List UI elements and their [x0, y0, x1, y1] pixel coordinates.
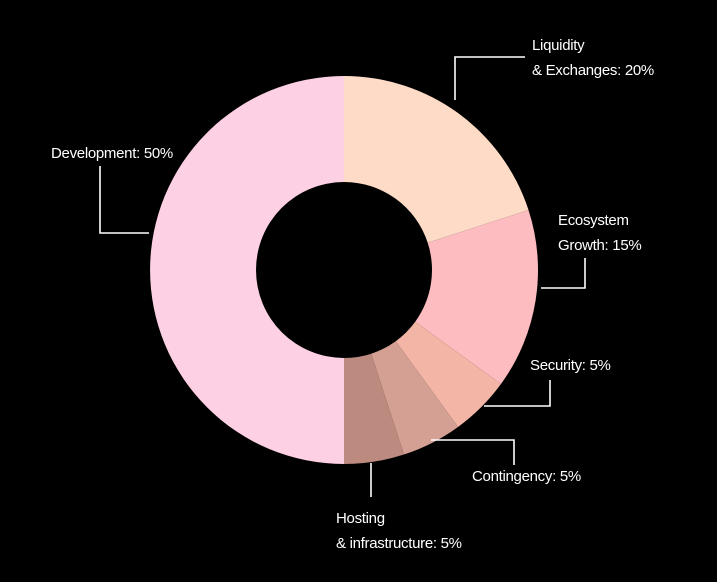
slice-label: & Exchanges: 20% — [532, 62, 654, 79]
slice-label: Liquidity — [532, 37, 585, 54]
slice-label: Ecosystem — [558, 212, 629, 229]
slice-label: Development: 50% — [51, 145, 173, 162]
slice-label: & infrastructure: 5% — [336, 535, 462, 552]
donut-slice — [395, 321, 501, 427]
leader-line — [454, 56, 525, 100]
leader-line — [99, 166, 149, 234]
donut-slice — [415, 210, 538, 385]
slice-label: Growth: 15% — [558, 237, 641, 254]
slice-label: Contingency: 5% — [472, 468, 581, 485]
slice-label: Hosting — [336, 510, 385, 527]
donut-slice — [371, 341, 459, 455]
donut-slice — [344, 76, 529, 243]
leader-line — [431, 439, 515, 465]
slice-label: Security: 5% — [530, 357, 611, 374]
leader-line — [541, 258, 586, 289]
donut-slice — [344, 353, 404, 464]
leader-line — [484, 380, 551, 407]
donut-slice — [150, 76, 344, 464]
